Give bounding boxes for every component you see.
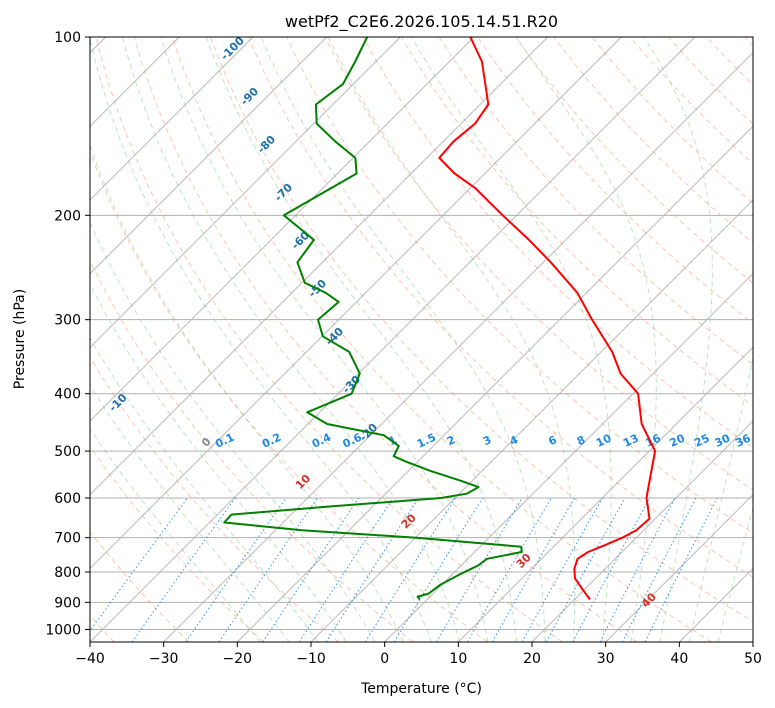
- x-tick-label: 20: [523, 651, 541, 667]
- y-tick-label: 600: [54, 491, 81, 507]
- moist-adiabat: [90, 427, 261, 642]
- mixing-ratio-line: [545, 497, 626, 642]
- mixing-ratio-label: 20: [668, 431, 688, 449]
- moist-adiabat: [205, 37, 517, 642]
- y-axis-title: Pressure (hPa): [12, 289, 28, 389]
- dry-adiabat: [90, 531, 190, 642]
- moist-adiabat: [90, 336, 319, 642]
- plot-frame: [89, 36, 754, 643]
- isotherm: [384, 273, 753, 642]
- x-tick-label: −30: [149, 651, 179, 667]
- mixing-ratio-line: [644, 497, 718, 642]
- isotherm: [90, 37, 401, 348]
- isotherm: [605, 494, 753, 642]
- x-tick-label: 10: [449, 651, 467, 667]
- moist-adiabat: [90, 37, 432, 642]
- isotherm: [90, 37, 475, 422]
- series-layer: [223, 37, 657, 601]
- moist-adiabat: [90, 144, 404, 642]
- x-axis-title: Temperature (°C): [360, 681, 482, 697]
- isotherm: [90, 37, 327, 275]
- dry-adiabat: [515, 37, 753, 284]
- x-tick-label: 50: [744, 651, 762, 667]
- moist-adiabat: [90, 384, 290, 642]
- y-tick-label: 500: [54, 444, 81, 460]
- dry-adiabat: [248, 37, 753, 578]
- background-lines: [90, 37, 753, 642]
- moist-adiabat: [327, 37, 576, 642]
- isotherm: [163, 52, 753, 642]
- isotherm: [90, 37, 548, 496]
- mixing-ratio-line: [90, 497, 188, 632]
- x-axis: −40 −30 −20 −10 0 10 20 30 40 50: [75, 642, 762, 667]
- dewpoint-line: [223, 37, 523, 601]
- moist-adiabat: [643, 37, 713, 642]
- x-tick-label: −40: [75, 651, 105, 667]
- y-tick-label: 900: [54, 595, 81, 611]
- mixing-ratio-line: [262, 497, 360, 642]
- y-tick-label: 100: [54, 30, 81, 46]
- mixing-ratio-label: 30: [713, 431, 733, 449]
- dry-adiabat: [171, 37, 712, 642]
- y-tick-label: 300: [54, 313, 81, 329]
- dry-adiabat: [95, 37, 563, 642]
- moist-adiabat: [160, 37, 489, 642]
- y-axis: 100 200 300 400 500 600 700 800 900 1000: [45, 30, 90, 638]
- moist-adiabat: [122, 37, 461, 642]
- isotherm: [90, 37, 622, 569]
- x-tick-label: −10: [296, 651, 326, 667]
- mixing-ratio-line: [393, 497, 483, 642]
- y-tick-label: 800: [54, 565, 81, 581]
- isotherm: [531, 420, 753, 642]
- mixing-ratio-line: [364, 497, 456, 642]
- x-tick-label: 30: [597, 651, 615, 667]
- chart-title: wetPf2_C2E6.2026.105.14.51.R20: [285, 12, 558, 32]
- isotherm: [90, 37, 696, 642]
- dry-adiabat: [90, 356, 339, 642]
- isotherm: [458, 346, 753, 642]
- isotherm: [90, 37, 254, 201]
- moist-adiabat: [90, 221, 376, 642]
- moist-adiabat: [411, 37, 612, 642]
- x-tick-label: 40: [670, 651, 688, 667]
- dry-adiabat: [439, 37, 753, 365]
- x-tick-label: 0: [380, 651, 389, 667]
- dry-adiabat: [210, 37, 753, 623]
- y-tick-label: 400: [54, 387, 81, 403]
- mixing-ratio-label: 25: [692, 432, 711, 450]
- mixing-ratio-line: [599, 497, 676, 642]
- isotherm: [237, 125, 753, 642]
- isotherm: [310, 199, 753, 642]
- y-tick-label: 700: [54, 531, 81, 547]
- mixing-ratio-line: [435, 497, 523, 642]
- dry-adiabat: [90, 445, 264, 642]
- dry-adiabat: [400, 37, 753, 407]
- mixing-ratio-line: [572, 497, 651, 642]
- y-tick-label: 1000: [45, 622, 81, 638]
- mixing-ratio-label: 36: [733, 431, 753, 449]
- dry-adiabat: [133, 37, 638, 642]
- mixing-ratio-line: [131, 497, 236, 642]
- moist-adiabat: [260, 37, 546, 642]
- moist-adiabat: [515, 37, 657, 642]
- x-tick-label: −20: [223, 651, 253, 667]
- y-tick-label: 200: [54, 208, 81, 224]
- mixing-ratio-line: [621, 497, 697, 642]
- mixing-ratio-label: 13: [621, 432, 640, 450]
- mixing-ratio-label: 10: [594, 431, 614, 449]
- dry-adiabat: [90, 150, 488, 642]
- temperature-line: [438, 37, 657, 601]
